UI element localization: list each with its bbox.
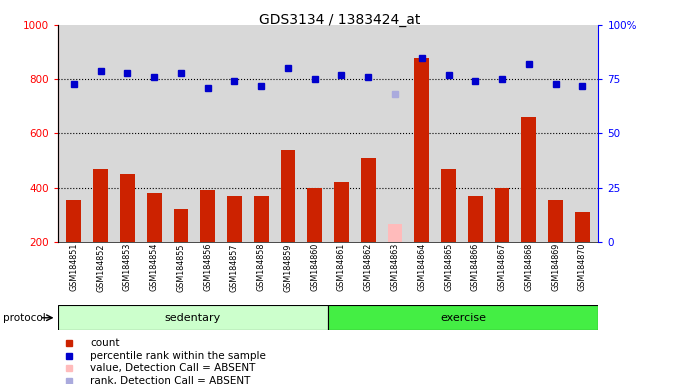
Text: GSM184866: GSM184866 [471, 243, 480, 291]
Text: GSM184853: GSM184853 [123, 243, 132, 291]
Text: GSM184864: GSM184864 [418, 243, 426, 291]
Text: GSM184869: GSM184869 [551, 243, 560, 291]
Bar [494, 188, 509, 242]
Bar [441, 169, 456, 242]
Bar [201, 190, 215, 242]
Text: GSM184855: GSM184855 [176, 243, 186, 291]
Bar [414, 58, 429, 242]
Text: GSM184859: GSM184859 [284, 243, 292, 291]
Text: value, Detection Call = ABSENT: value, Detection Call = ABSENT [90, 363, 256, 373]
Text: sedentary: sedentary [165, 313, 221, 323]
Text: GSM184856: GSM184856 [203, 243, 212, 291]
Text: GSM184863: GSM184863 [390, 243, 400, 291]
Text: GSM184852: GSM184852 [96, 243, 105, 291]
Bar [307, 188, 322, 242]
Bar [468, 196, 483, 242]
Bar [281, 150, 295, 242]
Bar [388, 224, 403, 242]
Text: GSM184851: GSM184851 [69, 243, 78, 291]
Bar [120, 174, 135, 242]
Text: GSM184854: GSM184854 [150, 243, 158, 291]
Bar [522, 117, 536, 242]
Text: GSM184868: GSM184868 [524, 243, 533, 291]
Bar [254, 196, 269, 242]
Text: protocol: protocol [3, 313, 46, 323]
Bar [328, 305, 598, 330]
Bar [173, 209, 188, 242]
Text: GSM184867: GSM184867 [498, 243, 507, 291]
Text: GSM184860: GSM184860 [310, 243, 319, 291]
Bar [334, 182, 349, 242]
Text: GSM184861: GSM184861 [337, 243, 346, 291]
Bar [361, 158, 375, 242]
Bar [67, 200, 81, 242]
Text: GSM184862: GSM184862 [364, 243, 373, 291]
Text: exercise: exercise [440, 313, 486, 323]
Text: rank, Detection Call = ABSENT: rank, Detection Call = ABSENT [90, 376, 251, 384]
Text: GSM184858: GSM184858 [256, 243, 266, 291]
Text: count: count [90, 338, 120, 348]
Text: GDS3134 / 1383424_at: GDS3134 / 1383424_at [259, 13, 421, 27]
Bar [548, 200, 563, 242]
Text: percentile rank within the sample: percentile rank within the sample [90, 351, 266, 361]
Text: GSM184857: GSM184857 [230, 243, 239, 291]
Bar [575, 212, 590, 242]
Bar [93, 169, 108, 242]
Bar [227, 196, 242, 242]
Bar [147, 193, 162, 242]
Text: GSM184865: GSM184865 [444, 243, 453, 291]
Bar [58, 305, 328, 330]
Text: GSM184870: GSM184870 [578, 243, 587, 291]
